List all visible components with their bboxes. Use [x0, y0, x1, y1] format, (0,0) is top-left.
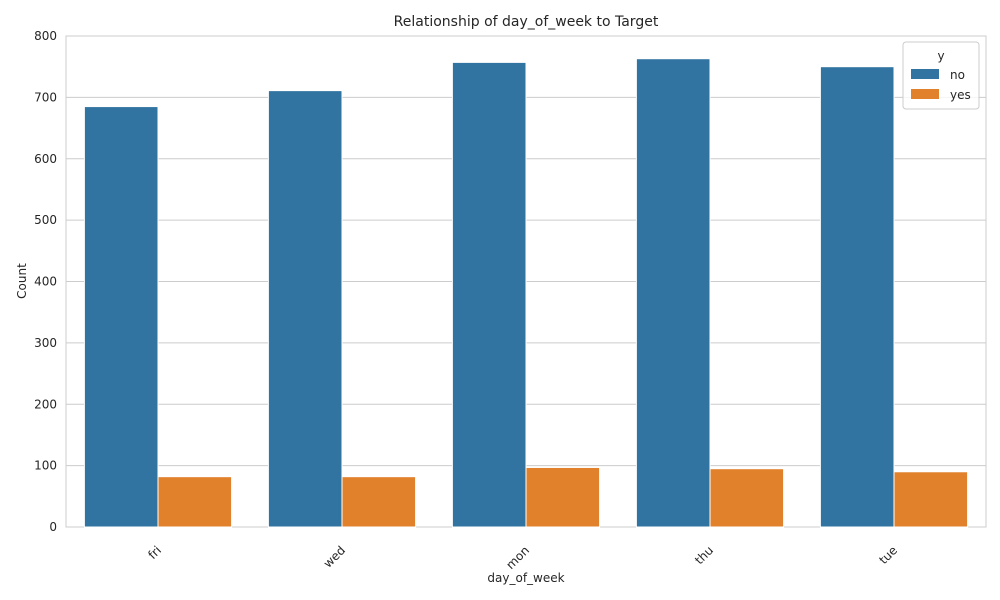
y-tick-labels: 0 100 200 300 400 500 600 700 800 [34, 29, 57, 534]
y-tick-label: 0 [49, 520, 57, 534]
y-tick-label: 400 [34, 275, 57, 289]
legend-title: y [937, 49, 944, 63]
legend-swatch-no [911, 69, 939, 79]
bar-thu-no [635, 58, 711, 528]
x-tick-label: wed [321, 543, 348, 570]
bar-fri-yes [157, 476, 233, 528]
x-tick-label: mon [503, 543, 532, 572]
bar-tue-yes [893, 471, 969, 528]
bars [83, 58, 969, 528]
y-axis-title: Count [15, 263, 29, 299]
x-tick-label: fri [145, 543, 164, 562]
chart-title: Relationship of day_of_week to Target [394, 14, 659, 30]
y-tick-label: 100 [34, 459, 57, 473]
y-tick-label: 800 [34, 29, 57, 43]
legend-swatch-yes [911, 89, 939, 99]
bar-mon-yes [525, 466, 601, 528]
legend-label-no: no [950, 68, 965, 82]
bar-wed-no [267, 90, 343, 528]
y-tick-label: 700 [34, 90, 57, 104]
bar-mon-no [451, 61, 527, 528]
bar-fri-no [83, 106, 159, 528]
y-tick-label: 300 [34, 336, 57, 350]
y-tick-label: 500 [34, 213, 57, 227]
bar-wed-yes [341, 476, 417, 528]
bar-thu-yes [709, 468, 785, 528]
x-tick-labels: fri wed mon thu tue [145, 543, 900, 572]
x-axis-title: day_of_week [487, 571, 564, 585]
y-tick-label: 200 [34, 397, 57, 411]
x-tick-label: tue [876, 543, 900, 567]
x-tick-label: thu [692, 543, 716, 567]
y-tick-label: 600 [34, 152, 57, 166]
legend-label-yes: yes [950, 88, 971, 102]
bar-tue-no [819, 66, 895, 528]
legend: y no yes [902, 41, 980, 110]
